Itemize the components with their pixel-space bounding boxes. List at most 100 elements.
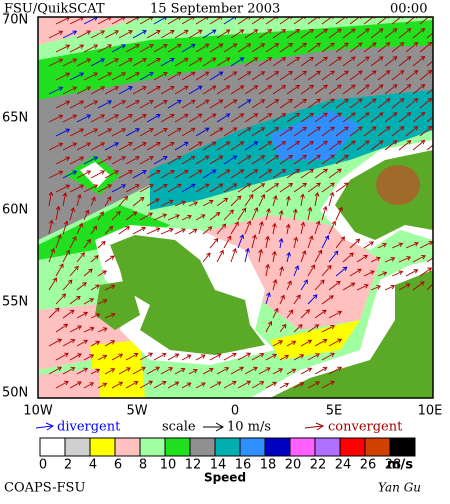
wind-arrow (314, 168, 328, 179)
wind-arrow (181, 214, 192, 221)
wind-arrow (139, 17, 154, 25)
wind-arrow (139, 352, 154, 361)
wind-arrow (174, 85, 189, 95)
wind-arrow (146, 86, 161, 95)
wind-arrow (223, 43, 238, 53)
wind-arrow (111, 17, 126, 25)
wind-arrow (153, 183, 168, 193)
wind-arrow (188, 141, 203, 151)
wind-arrow (272, 29, 287, 39)
wind-arrow (314, 191, 320, 207)
wind-arrow (104, 368, 116, 375)
legend-scale: scale (162, 420, 196, 435)
wind-arrow (279, 323, 287, 333)
wind-arrow (97, 211, 104, 221)
wind-arrow (237, 99, 252, 109)
wind-arrow (160, 141, 175, 151)
wind-arrow (188, 85, 203, 95)
legend-arrow (45, 422, 55, 431)
wind-arrow (265, 263, 270, 277)
wind-arrow (195, 71, 210, 81)
wind-arrow (83, 382, 95, 389)
wind-arrow (125, 380, 139, 389)
wind-arrow (384, 112, 398, 123)
wind-arrow (181, 99, 196, 109)
lon-label: 5E (326, 404, 343, 419)
wind-arrow (349, 238, 361, 249)
wind-arrow (97, 327, 108, 333)
lon-label: 10W (23, 404, 53, 419)
colorbar-box (189, 437, 216, 457)
wind-arrow (223, 127, 238, 137)
wind-arrow (90, 284, 100, 291)
wind-arrow (293, 182, 308, 193)
wind-arrow (195, 155, 210, 165)
wind-arrow (139, 72, 154, 81)
wind-arrow (321, 126, 335, 137)
wind-arrow (139, 184, 154, 193)
wind-arrow (167, 71, 182, 81)
wind-arrow (146, 198, 160, 207)
wind-arrow (342, 56, 356, 67)
wind-arrow (174, 141, 189, 151)
wind-arrow (62, 30, 78, 39)
wind-arrow (251, 43, 266, 53)
wind-arrow (62, 249, 71, 263)
wind-arrow (132, 58, 147, 67)
wind-arrow (335, 126, 349, 137)
wind-arrow (384, 256, 396, 263)
wind-arrow (314, 309, 327, 319)
colorbar-box (214, 437, 241, 457)
wind-arrow (286, 112, 301, 123)
wind-arrow (83, 354, 95, 361)
wind-arrow (293, 126, 308, 137)
wind-arrow (300, 193, 305, 207)
wind-arrow (118, 58, 133, 67)
wind-arrow (272, 368, 284, 375)
wind-arrow (377, 98, 391, 109)
wind-arrow (195, 183, 210, 193)
wind-arrow (202, 29, 217, 39)
wind-arrow (279, 354, 290, 361)
wind-arrow (69, 265, 79, 277)
wind-arrow (285, 223, 291, 235)
wind-arrow (125, 128, 140, 137)
wind-arrow (279, 266, 284, 277)
wind-arrow (314, 366, 328, 375)
wind-arrow (384, 84, 398, 95)
wind-arrow (300, 28, 314, 39)
wind-arrow (265, 127, 280, 137)
wind-arrow (48, 30, 64, 39)
wind-arrow (132, 30, 147, 39)
wind-arrow (146, 30, 161, 39)
wind-arrow (251, 234, 257, 249)
wind-arrow (160, 85, 175, 95)
wind-arrow (76, 58, 92, 67)
wind-arrow (237, 380, 252, 389)
wind-arrow (209, 99, 224, 109)
wind-arrow (55, 263, 64, 277)
wind-arrow (405, 269, 419, 277)
wind-arrow (307, 381, 320, 389)
wind-arrow (62, 58, 78, 67)
wind-arrow (230, 195, 242, 207)
wind-arrow (265, 381, 277, 389)
wind-arrow (412, 139, 426, 151)
wind-arrow (377, 243, 387, 249)
wind-arrow (244, 247, 250, 263)
lat-label: 70N (2, 13, 28, 28)
wind-arrow (314, 140, 328, 151)
wind-arrow (342, 84, 356, 95)
wind-arrow (419, 17, 432, 25)
wind-arrow (230, 141, 245, 151)
wind-arrow (146, 227, 161, 235)
wind-arrow (412, 255, 426, 263)
wind-arrow (174, 169, 189, 179)
wind-arrow (174, 368, 186, 375)
wind-arrow (62, 279, 73, 291)
wind-arrow (307, 70, 321, 81)
colorbar-unit: m/s (387, 458, 413, 473)
wind-arrow (335, 206, 343, 221)
wind-arrow (426, 280, 433, 291)
wind-arrow (370, 140, 384, 151)
